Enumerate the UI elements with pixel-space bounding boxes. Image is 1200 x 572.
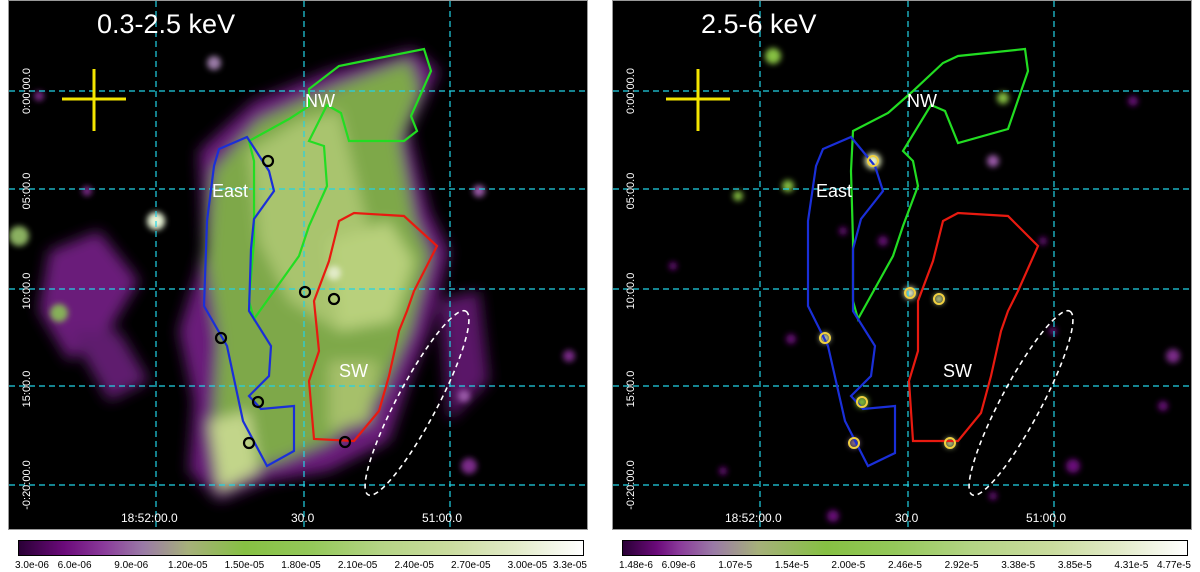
dec-label: 0:00:00.0 [625,68,637,114]
ra-label: 18:52:00.0 [121,511,178,525]
excluded-sources [819,155,956,449]
east-region [202,135,296,468]
colorbar-tick-label: 2.10e-05 [337,560,378,571]
energy-band-title: 0.3-2.5 keV [97,9,236,39]
ra-label: 30.0 [291,511,315,525]
dec-label: 05:00.0 [625,172,637,210]
soft-band-colorbar [18,540,584,556]
energy-band-title: 2.5-6 keV [701,9,817,39]
ra-label: 18:52:00.0 [725,511,782,525]
east-region-label: East [816,181,853,201]
nw-region-label: NW [305,91,335,111]
colorbar-tick-label: 1.80e-05 [281,560,321,571]
colorbar-tick-label: 1.54e-5 [774,560,809,571]
dec-label: -0:20:00.0 [625,460,637,510]
colorbar-tick-label: 3.85e-5 [1057,560,1092,571]
dec-label: 15:00.0 [625,370,637,408]
ra-label: 51:00.0 [422,511,463,525]
colorbar-tick-label: 9.0e-06 [114,560,149,571]
sw-region-label: SW [339,361,368,381]
colorbar-tick-label: 3.38e-5 [1001,560,1036,571]
soft-band-image-panel: 0.3-2.5 keV NW East SW 18:52:00.0 30.0 5… [8,0,588,530]
dec-label: 10:00.0 [625,272,637,310]
nw-region-label: NW [907,91,937,111]
point-sources [9,56,575,474]
coordinate-grid [9,1,587,529]
colorbar-tick-label: 2.40e-05 [394,560,434,571]
colorbar-tick-label: 6.0e-06 [57,560,92,571]
psf-crosshair [666,69,730,131]
nw-region [849,47,1030,322]
colorbar-tick-label: 1.07e-5 [718,560,753,571]
colorbar-tick-label: 4.77e-5 [1157,560,1191,571]
colorbar-tick-label: 1.20e-05 [168,560,208,571]
colorbar-tick-label: 3.00e-05 [507,560,548,571]
colorbar-tick-label: 2.46e-5 [888,560,922,571]
hard-band-colorbar [622,540,1188,556]
hard-band-image-panel: 2.5-6 keV NW East SW 18:52:00.0 30.0 51:… [612,0,1192,530]
soft-band-image [9,1,587,529]
colorbar-tick-label: 1.50e-05 [224,560,265,571]
colorbar-tick-label: 6.09e-6 [661,560,696,571]
background-region-ellipse [968,309,1074,497]
ra-label: 51:00.0 [1026,511,1067,525]
excluded-sources [214,154,352,450]
colorbar-tick-label: 4.31e-5 [1114,560,1149,571]
sw-region [307,211,439,443]
east-region-label: East [212,181,249,201]
hard-band-image [613,1,1191,529]
colorbar-tick-label: 2.00e-5 [831,560,866,571]
ra-label: 30.0 [895,511,919,525]
dec-label: 05:00.0 [21,172,33,210]
background-region-ellipse [364,309,470,497]
dec-label: 15:00.0 [21,370,33,408]
colorbar-tick-label: 1.48e-6 [619,560,653,571]
coordinate-grid [613,1,1191,529]
colorbar-tick-label: 3.0e-06 [15,560,49,571]
colorbar-tick-label: 2.92e-5 [944,560,979,571]
sw-region [907,211,1040,443]
colorbar-tick-label: 2.70e-05 [451,560,491,571]
dec-label: 10:00.0 [21,272,33,310]
dec-label: -0:20:00.0 [21,460,33,510]
colorbar-tick-label: 3.3e-05 [553,560,587,571]
sw-region-label: SW [943,361,972,381]
psf-crosshair [62,69,126,131]
dec-label: 0:00:00.0 [21,68,33,114]
